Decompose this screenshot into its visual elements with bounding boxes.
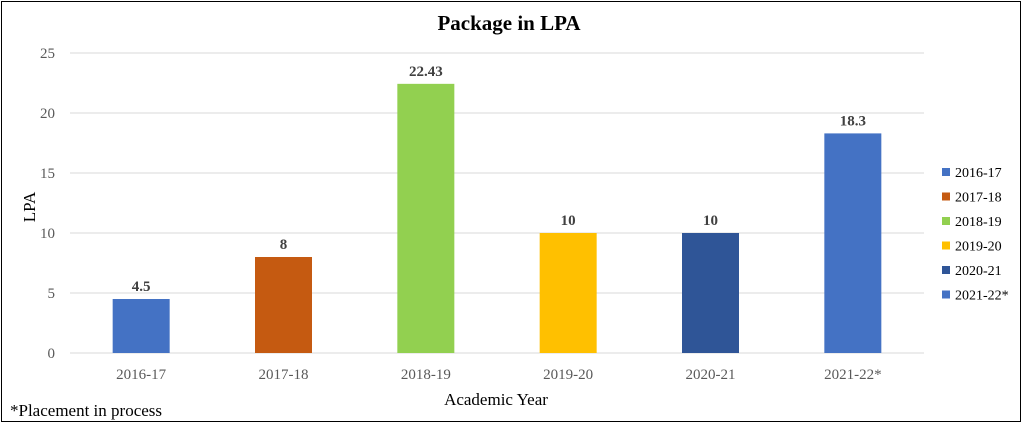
x-axis-label: Academic Year bbox=[444, 390, 548, 409]
y-axis-ticks: 0 5 10 15 20 25 bbox=[40, 46, 55, 362]
data-labels: 4.5 8 22.43 10 10 18.3 bbox=[132, 64, 866, 295]
data-label: 18.3 bbox=[840, 113, 866, 129]
data-label: 8 bbox=[280, 237, 288, 253]
y-tick-label: 10 bbox=[40, 226, 55, 242]
y-tick-label: 5 bbox=[48, 286, 56, 302]
data-label: 4.5 bbox=[132, 279, 151, 295]
legend-swatch bbox=[942, 217, 950, 225]
legend-label: 2019-20 bbox=[955, 240, 1002, 255]
data-label: 10 bbox=[703, 213, 718, 229]
legend: 2016-17 2017-18 2018-19 2019-20 2020-21 2021-… bbox=[942, 166, 1009, 304]
x-tick-label: 2021-22* bbox=[824, 367, 882, 383]
legend-swatch bbox=[942, 192, 950, 201]
legend-label: 2020-21 bbox=[955, 264, 1002, 279]
data-label: 22.43 bbox=[409, 64, 443, 80]
legend-label: 2016-17 bbox=[955, 166, 1002, 181]
bar bbox=[824, 133, 882, 353]
y-tick-label: 0 bbox=[48, 346, 56, 362]
bar bbox=[112, 299, 170, 353]
legend-swatch bbox=[942, 290, 950, 299]
bar bbox=[397, 83, 455, 353]
x-axis-ticks: 2016-17 2017-18 2018-19 2019-20 2020-21 2021-… bbox=[116, 367, 881, 383]
legend-label: 2017-18 bbox=[955, 191, 1002, 206]
x-tick-label: 2017-18 bbox=[259, 367, 309, 383]
x-tick-label: 2020-21 bbox=[686, 367, 736, 383]
y-tick-label: 15 bbox=[40, 166, 55, 182]
y-axis-label: LPA bbox=[20, 191, 39, 222]
x-tick-label: 2018-19 bbox=[401, 367, 451, 383]
legend-label: 2018-19 bbox=[955, 215, 1002, 230]
bars bbox=[112, 83, 882, 353]
footnote: *Placement in process bbox=[10, 401, 162, 420]
x-tick-label: 2019-20 bbox=[543, 367, 593, 383]
legend-swatch bbox=[942, 241, 950, 250]
bar bbox=[539, 233, 597, 353]
data-label: 10 bbox=[561, 213, 576, 229]
legend-label: 2021-22* bbox=[955, 289, 1009, 304]
bar bbox=[682, 233, 739, 353]
y-tick-label: 25 bbox=[40, 46, 55, 62]
x-tick-label: 2016-17 bbox=[116, 367, 166, 383]
gridlines bbox=[70, 52, 924, 354]
chart-title: Package in LPA bbox=[437, 11, 581, 35]
legend-swatch bbox=[942, 266, 950, 274]
legend-swatch bbox=[942, 168, 950, 176]
y-tick-label: 20 bbox=[40, 106, 55, 122]
bar bbox=[255, 257, 312, 353]
